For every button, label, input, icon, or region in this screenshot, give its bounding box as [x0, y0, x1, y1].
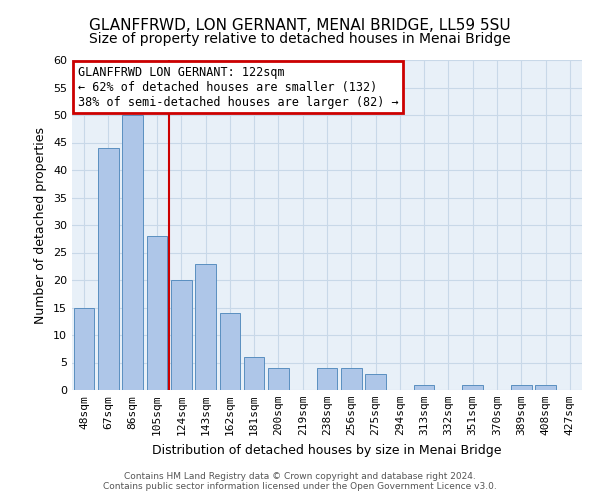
- Bar: [220, 313, 240, 390]
- Bar: [195, 264, 216, 390]
- Bar: [317, 368, 337, 390]
- Bar: [98, 148, 119, 390]
- Bar: [341, 368, 362, 390]
- Bar: [244, 357, 265, 390]
- Text: Size of property relative to detached houses in Menai Bridge: Size of property relative to detached ho…: [89, 32, 511, 46]
- Bar: [171, 280, 191, 390]
- X-axis label: Distribution of detached houses by size in Menai Bridge: Distribution of detached houses by size …: [152, 444, 502, 456]
- Text: Contains HM Land Registry data © Crown copyright and database right 2024.
Contai: Contains HM Land Registry data © Crown c…: [103, 472, 497, 491]
- Y-axis label: Number of detached properties: Number of detached properties: [34, 126, 47, 324]
- Text: GLANFFRWD LON GERNANT: 122sqm
← 62% of detached houses are smaller (132)
38% of : GLANFFRWD LON GERNANT: 122sqm ← 62% of d…: [77, 66, 398, 108]
- Text: GLANFFRWD, LON GERNANT, MENAI BRIDGE, LL59 5SU: GLANFFRWD, LON GERNANT, MENAI BRIDGE, LL…: [89, 18, 511, 32]
- Bar: [511, 384, 532, 390]
- Bar: [365, 374, 386, 390]
- Bar: [414, 384, 434, 390]
- Bar: [146, 236, 167, 390]
- Bar: [463, 384, 483, 390]
- Bar: [535, 384, 556, 390]
- Bar: [74, 308, 94, 390]
- Bar: [122, 115, 143, 390]
- Bar: [268, 368, 289, 390]
